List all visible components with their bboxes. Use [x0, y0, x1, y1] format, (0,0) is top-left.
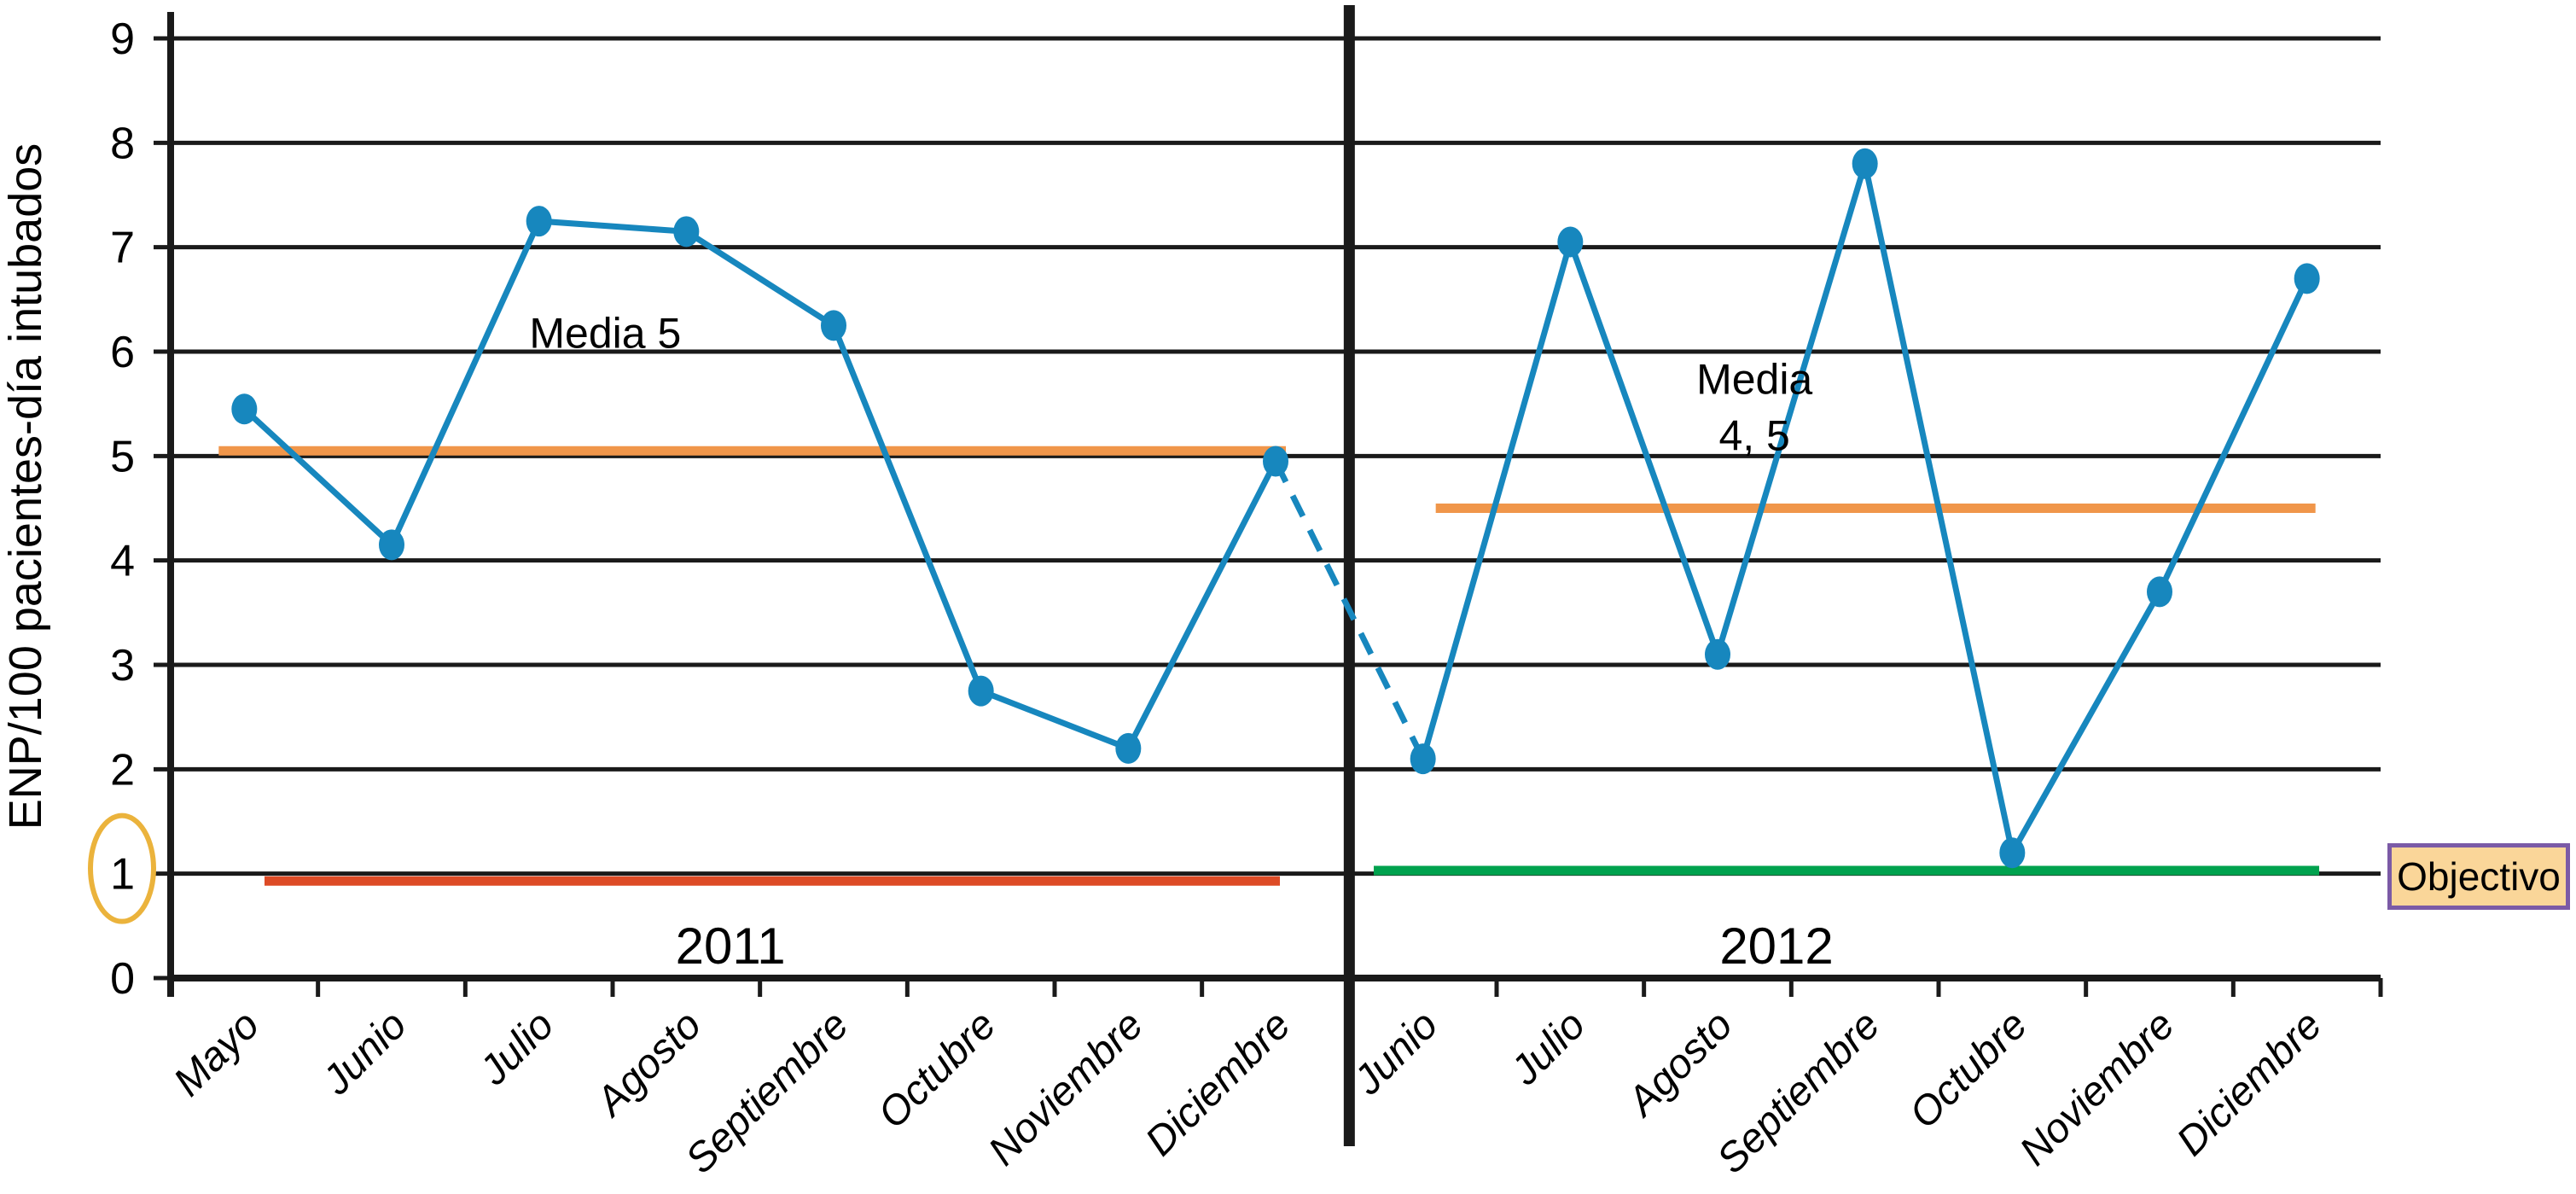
data-point [1705, 638, 1730, 670]
data-point [1852, 148, 1878, 179]
data-point [821, 310, 846, 341]
data-point [968, 675, 994, 707]
y-tick-label: 5 [110, 432, 135, 481]
x-month-label: Junio [1345, 1002, 1446, 1104]
y-tick-label: 9 [110, 15, 135, 64]
x-month-label: Noviembre [980, 1002, 1153, 1174]
data-point [673, 216, 700, 248]
year-label: 2011 [676, 917, 786, 975]
media-label: Media 5 [529, 309, 681, 357]
data-point [2147, 576, 2172, 608]
objective-callout-label: Objectivo [2397, 854, 2561, 899]
x-month-label: Diciembre [1137, 1002, 1300, 1164]
y-tick-label: 3 [110, 641, 135, 690]
x-month-label: Octubre [1901, 1002, 2036, 1137]
connector-dashed [1272, 459, 1426, 760]
y-tick-label: 6 [110, 328, 135, 377]
data-point [379, 529, 404, 561]
y-axis-title: ENP/100 pacientes-día intubados [0, 143, 51, 830]
data-point [1263, 446, 1288, 477]
x-month-label: Junio [313, 1002, 415, 1104]
data-point [1999, 837, 2026, 869]
y-tick-label: 2 [110, 745, 135, 795]
data-point [1115, 732, 1142, 764]
x-month-label: Diciembre [2168, 1002, 2330, 1164]
data-point [1557, 226, 1584, 258]
y-tick-label: 4 [110, 537, 135, 586]
x-month-label: Julio [470, 1002, 562, 1094]
year-label: 2012 [1719, 917, 1833, 975]
x-month-label: Octubre [869, 1002, 1004, 1137]
x-month-label: Agosto [586, 1002, 710, 1126]
y-tick-label: 0 [110, 954, 135, 1004]
data-point [2294, 263, 2320, 294]
media-label: Media [1696, 355, 1812, 403]
objective-callout: Objectivo [2387, 843, 2570, 910]
ytick-highlight-ellipse [88, 813, 156, 924]
data-point [231, 393, 258, 425]
x-month-label: Mayo [166, 1002, 268, 1104]
data-point [1410, 743, 1436, 775]
x-month-label: Julio [1502, 1002, 1594, 1094]
y-tick-label: 7 [110, 224, 135, 273]
y-tick-label: 1 [110, 850, 135, 900]
media-label: 4, 5 [1718, 411, 1789, 459]
y-tick-label: 8 [110, 119, 135, 168]
x-month-label: Agosto [1618, 1002, 1742, 1126]
series-2011 [241, 218, 1279, 752]
x-month-label: Noviembre [2011, 1002, 2183, 1174]
data-point [526, 206, 552, 237]
